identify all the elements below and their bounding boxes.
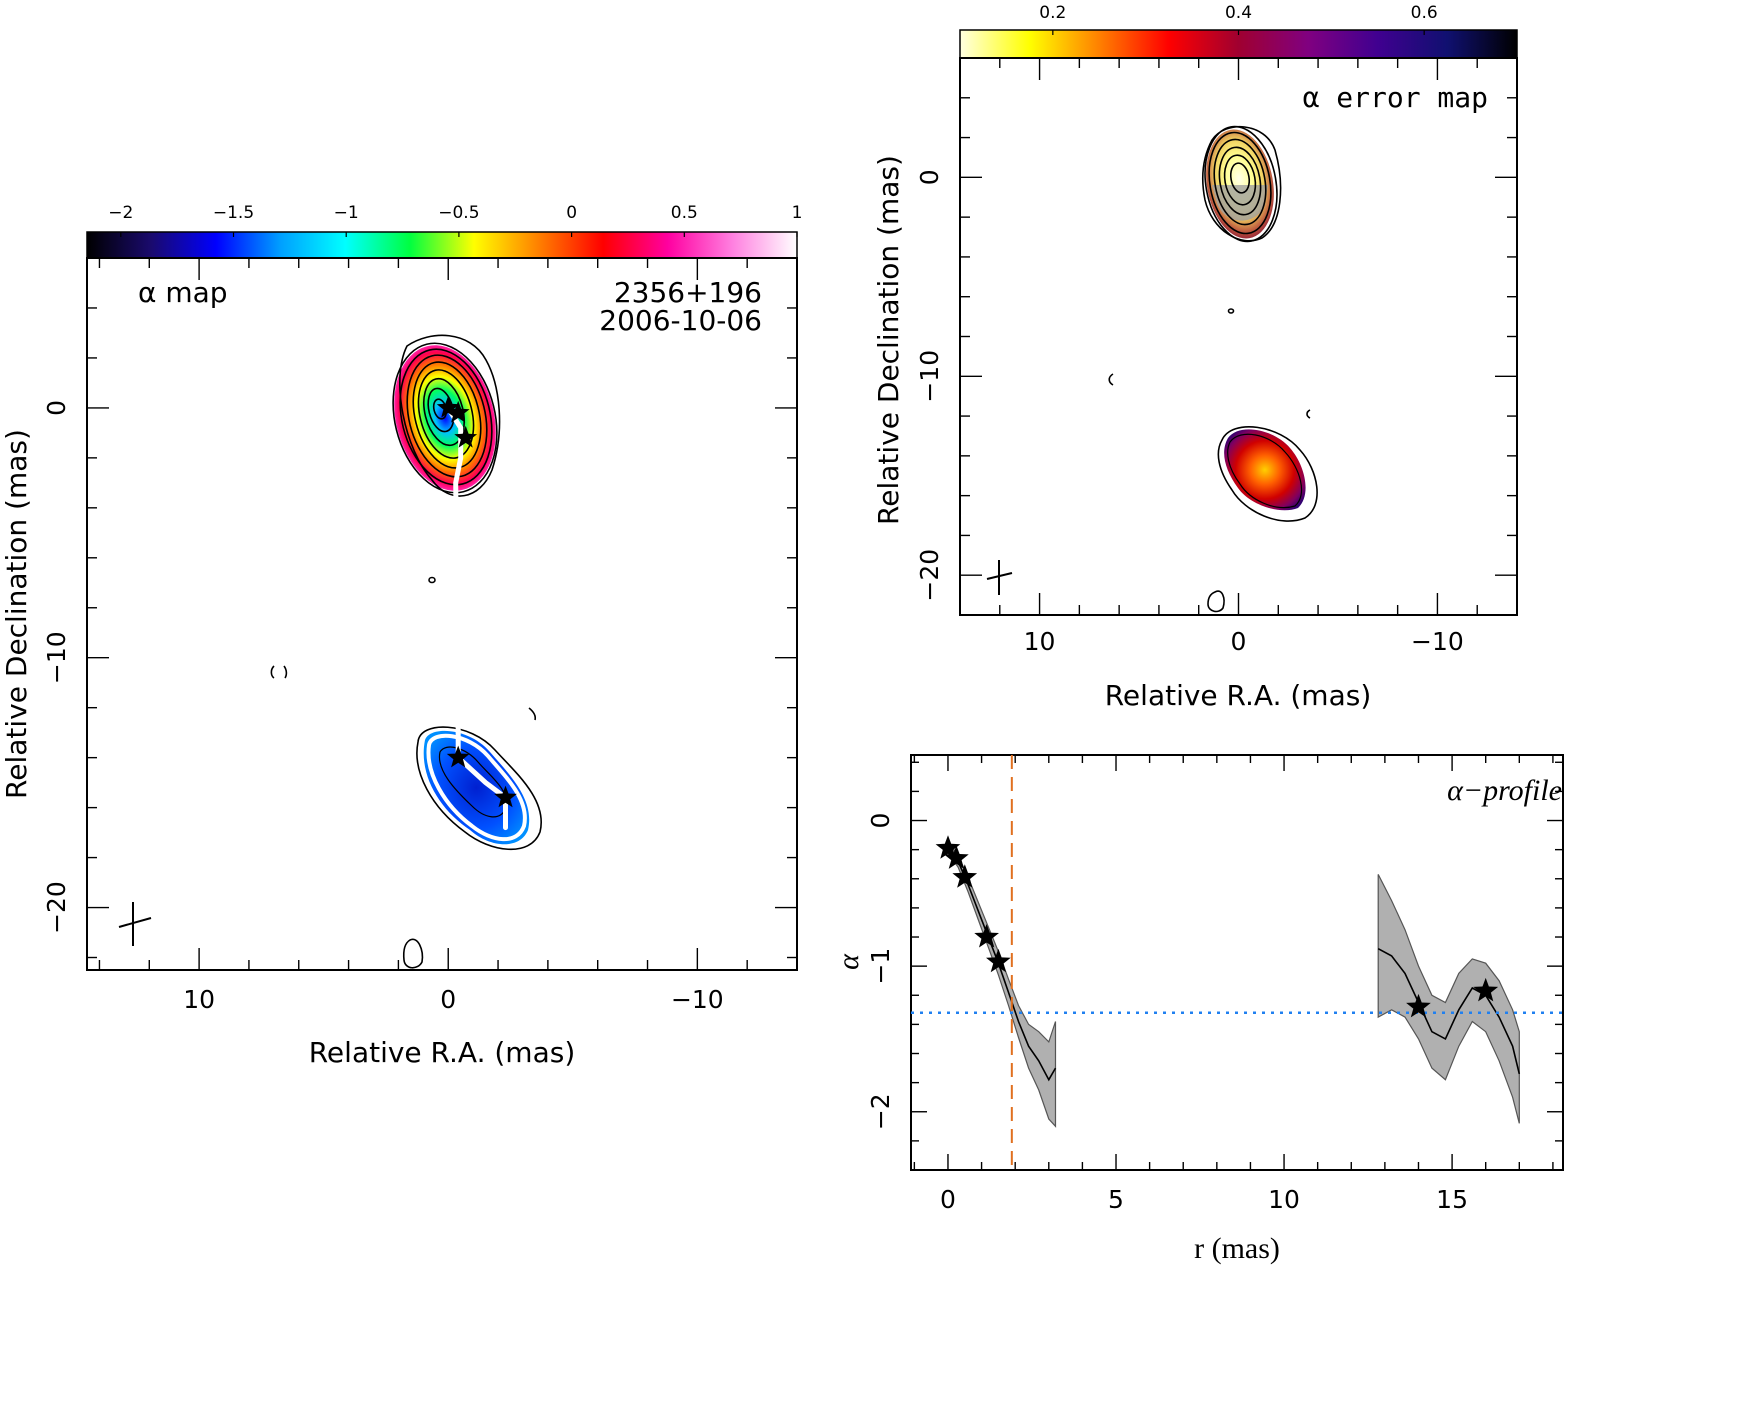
profile-xlabel: r (mas) xyxy=(1194,1232,1280,1265)
error-colorbar-ticks: 0.2 0.4 0.6 xyxy=(1039,3,1438,35)
alpha-profile-panel: 0 5 10 15 0 −1 −2 α−profile r (mas) α xyxy=(832,754,1564,1265)
colorbar-tick-label: −2 xyxy=(108,203,133,223)
alpha-stray-contours xyxy=(270,576,537,969)
x-tick-label: 5 xyxy=(1108,1185,1124,1214)
error-map-label: α error map xyxy=(1303,81,1488,114)
alpha-map-stars xyxy=(436,395,517,808)
y-tick-label: −20 xyxy=(915,549,944,602)
error-map-ylabel: Relative Declination (mas) xyxy=(872,155,905,525)
alpha-map-ylabel: Relative Declination (mas) xyxy=(0,429,33,799)
colorbar-tick-label: 0.5 xyxy=(671,203,698,223)
x-tick-label: 10 xyxy=(1268,1185,1300,1214)
alpha-map-label: α map xyxy=(138,276,228,309)
core-ridge xyxy=(445,405,464,736)
colorbar-tick-label: −0.5 xyxy=(438,203,479,223)
x-tick-label: 0 xyxy=(1231,627,1247,656)
x-tick-label: −10 xyxy=(1411,627,1464,656)
x-tick-label: 10 xyxy=(183,985,215,1014)
error-band xyxy=(1377,874,1520,1124)
alpha-colorbar-ticks: −2 −1.5 −1 −0.5 0 0.5 1 xyxy=(108,203,802,237)
y-tick-label: −20 xyxy=(42,881,71,934)
y-tick-label: 0 xyxy=(866,813,895,829)
error-map-xlabel: Relative R.A. (mas) xyxy=(1105,679,1372,712)
alpha-map-frame xyxy=(86,257,798,971)
y-tick-label: −1 xyxy=(866,948,895,985)
profile-star xyxy=(974,924,999,948)
colorbar-tick-label: −1.5 xyxy=(213,203,254,223)
profile-star xyxy=(952,864,978,888)
error-core-component xyxy=(1202,125,1282,243)
x-tick-label: 10 xyxy=(1024,627,1056,656)
colorbar-tick-label: 0.2 xyxy=(1039,3,1066,23)
x-tick-label: 0 xyxy=(940,1185,956,1214)
profile-star xyxy=(944,845,969,869)
x-tick-label: −10 xyxy=(671,985,724,1014)
profile-star xyxy=(1473,977,1499,1002)
alpha-core-component xyxy=(392,334,501,497)
alpha-jet-component xyxy=(416,726,543,851)
error-band xyxy=(947,838,1057,1128)
star-marker xyxy=(436,395,460,418)
y-tick-label: −2 xyxy=(866,1093,895,1130)
error-stray-contours xyxy=(1108,308,1311,613)
star-marker xyxy=(454,425,478,448)
error-beam-marker xyxy=(986,560,1013,595)
y-tick-label: 0 xyxy=(915,169,944,185)
profile-star xyxy=(986,948,1011,973)
profile-star xyxy=(935,835,961,859)
alpha-beam-marker xyxy=(118,902,152,946)
y-tick-label: −10 xyxy=(42,631,71,684)
alpha-colorbar xyxy=(86,231,798,259)
profile-ticks: 0 5 10 15 0 −1 −2 xyxy=(866,755,1563,1214)
alpha-map-ticks: 10 0 −10 0 −10 −20 xyxy=(42,257,798,1014)
colorbar-tick-label: 0.6 xyxy=(1411,3,1438,23)
x-tick-label: 15 xyxy=(1436,1185,1468,1214)
x-tick-label: 0 xyxy=(440,985,456,1014)
profile-ylabel: α xyxy=(832,953,865,970)
error-map-panel: 0.2 0.4 0.6 10 0 −10 0 −10 −20 xyxy=(872,3,1518,712)
alpha-map-panel: −2 −1.5 −1 −0.5 0 0.5 1 10 0 −10 0 −10 −20 xyxy=(0,203,802,1069)
source-name: 2356+196 xyxy=(614,276,762,309)
y-tick-label: 0 xyxy=(42,400,71,416)
colorbar-tick-label: −1 xyxy=(334,203,359,223)
profile-line xyxy=(1377,947,1521,1075)
colorbar-tick-label: 1 xyxy=(792,203,803,223)
star-marker xyxy=(446,400,470,423)
star-marker xyxy=(494,785,517,808)
profile-star xyxy=(1406,993,1431,1018)
profile-plot-area xyxy=(911,755,1563,1170)
alpha-map-xlabel: Relative R.A. (mas) xyxy=(309,1036,576,1069)
star-marker xyxy=(446,745,470,768)
colorbar-tick-label: 0 xyxy=(566,203,577,223)
error-jet-component xyxy=(1217,426,1318,522)
profile-frame xyxy=(910,754,1564,1171)
observation-date: 2006-10-06 xyxy=(599,304,762,337)
error-map-ticks: 10 0 −10 0 −10 −20 xyxy=(915,57,1518,656)
colorbar-tick-label: 0.4 xyxy=(1225,3,1252,23)
profile-label: α−profile xyxy=(1447,774,1562,807)
y-tick-label: −10 xyxy=(915,350,944,403)
